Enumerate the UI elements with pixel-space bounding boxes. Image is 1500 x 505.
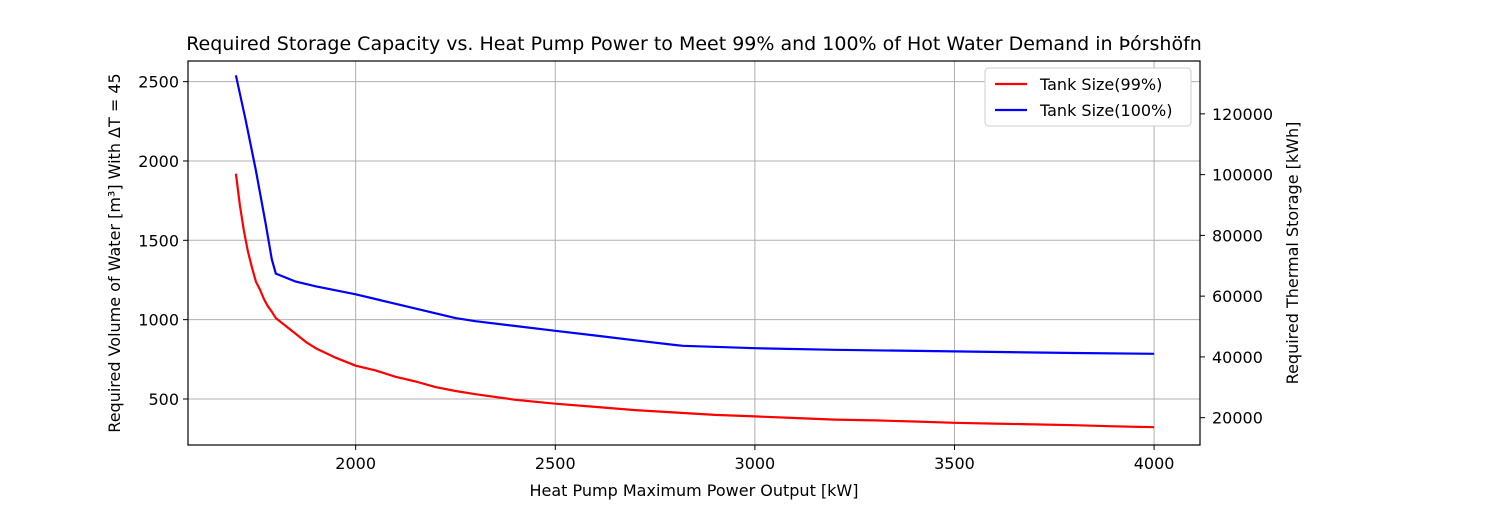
y-tick-label: 2000 [138, 152, 179, 171]
x-axis-title: Heat Pump Maximum Power Output [kW] [530, 481, 859, 500]
y-axis-title: Required Volume of Water [m³] With ΔT = … [105, 73, 124, 432]
x-tick-label: 4000 [1134, 454, 1175, 473]
chart-title: Required Storage Capacity vs. Heat Pump … [186, 33, 1202, 55]
x-tick-label: 2000 [335, 454, 376, 473]
legend: Tank Size(99%) Tank Size(100%) [984, 67, 1192, 127]
axis-ticks: 2000 2500 3000 3500 4000 500 1000 1500 2000 2500 2… [138, 73, 1273, 473]
y-tick-label: 500 [148, 390, 179, 409]
y2-tick-label: 100000 [1212, 166, 1273, 185]
y2-tick-label: 20000 [1212, 409, 1263, 428]
x-tick-label: 3500 [934, 454, 975, 473]
y2-tick-label: 120000 [1212, 105, 1273, 124]
legend-label-99: Tank Size(99%) [1039, 75, 1162, 94]
x-tick-label: 3000 [735, 454, 776, 473]
y-tick-label: 1500 [138, 231, 179, 250]
legend-box [984, 67, 1192, 127]
plot-frame [187, 60, 1201, 446]
x-tick-label: 2500 [535, 454, 576, 473]
y-tick-label: 2500 [138, 73, 179, 92]
y-tick-label: 1000 [138, 311, 179, 330]
series-lines [234, 75, 1155, 429]
y2-tick-label: 60000 [1212, 287, 1263, 306]
series-line-99 [234, 173, 1155, 429]
y2-tick-label: 40000 [1212, 348, 1263, 367]
y2-axis-title: Required Thermal Storage [kWh] [1283, 122, 1302, 385]
y2-tick-label: 80000 [1212, 226, 1263, 245]
legend-label-100: Tank Size(100%) [1039, 101, 1173, 120]
series-line-100 [234, 75, 1155, 355]
